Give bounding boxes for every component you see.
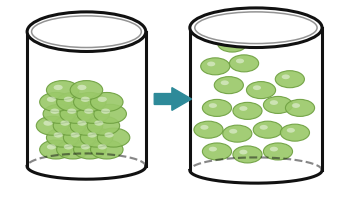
Circle shape (91, 140, 123, 159)
Circle shape (84, 109, 93, 114)
Circle shape (97, 128, 130, 147)
Circle shape (70, 81, 103, 100)
Circle shape (209, 147, 217, 151)
Circle shape (46, 81, 79, 100)
Circle shape (77, 85, 86, 90)
Circle shape (280, 124, 310, 141)
Circle shape (253, 121, 282, 138)
Circle shape (101, 109, 110, 114)
Circle shape (207, 62, 215, 66)
Circle shape (202, 99, 232, 116)
Circle shape (64, 144, 73, 149)
Circle shape (221, 80, 229, 85)
Circle shape (201, 58, 230, 75)
Circle shape (74, 92, 106, 111)
Circle shape (223, 125, 252, 142)
Circle shape (57, 92, 89, 111)
Circle shape (77, 104, 109, 123)
Circle shape (104, 132, 114, 138)
Circle shape (50, 109, 59, 114)
Circle shape (270, 147, 278, 151)
Circle shape (53, 116, 86, 135)
Circle shape (60, 120, 69, 126)
Circle shape (67, 109, 76, 114)
Circle shape (40, 92, 72, 111)
Circle shape (287, 128, 295, 133)
Circle shape (87, 132, 97, 138)
Circle shape (36, 116, 69, 135)
Circle shape (94, 120, 103, 126)
Circle shape (270, 100, 278, 105)
Circle shape (246, 82, 276, 99)
Circle shape (77, 120, 86, 126)
Circle shape (239, 150, 247, 154)
Circle shape (218, 35, 247, 52)
Circle shape (282, 74, 290, 79)
FancyArrow shape (154, 88, 192, 110)
Circle shape (260, 125, 268, 130)
Circle shape (194, 121, 223, 138)
Circle shape (214, 77, 243, 94)
Circle shape (63, 128, 96, 147)
Circle shape (236, 59, 244, 63)
Circle shape (94, 104, 126, 123)
Circle shape (275, 71, 304, 88)
Circle shape (46, 128, 79, 147)
Circle shape (253, 85, 261, 90)
Circle shape (40, 140, 72, 159)
Circle shape (80, 128, 113, 147)
Circle shape (233, 102, 262, 119)
Circle shape (285, 99, 315, 116)
Circle shape (87, 116, 120, 135)
Circle shape (209, 103, 217, 108)
Circle shape (224, 39, 232, 44)
Circle shape (70, 116, 103, 135)
Circle shape (57, 140, 89, 159)
Circle shape (54, 85, 63, 90)
Circle shape (43, 104, 76, 123)
Circle shape (263, 96, 293, 113)
Circle shape (239, 106, 247, 111)
Circle shape (98, 144, 107, 149)
Circle shape (47, 97, 56, 102)
Ellipse shape (190, 8, 322, 48)
Circle shape (233, 146, 262, 163)
Circle shape (43, 120, 53, 126)
Circle shape (229, 129, 237, 134)
Circle shape (81, 97, 90, 102)
Circle shape (74, 140, 106, 159)
Circle shape (200, 125, 208, 130)
Circle shape (91, 92, 123, 111)
Ellipse shape (27, 12, 146, 51)
Circle shape (64, 97, 73, 102)
Circle shape (81, 144, 90, 149)
Circle shape (292, 103, 300, 108)
Circle shape (263, 143, 293, 160)
Circle shape (60, 104, 93, 123)
Polygon shape (190, 28, 322, 170)
Circle shape (230, 55, 259, 72)
Circle shape (202, 143, 232, 160)
Polygon shape (27, 32, 146, 166)
Circle shape (71, 132, 80, 138)
Circle shape (98, 97, 107, 102)
Circle shape (47, 144, 56, 149)
Circle shape (54, 132, 63, 138)
